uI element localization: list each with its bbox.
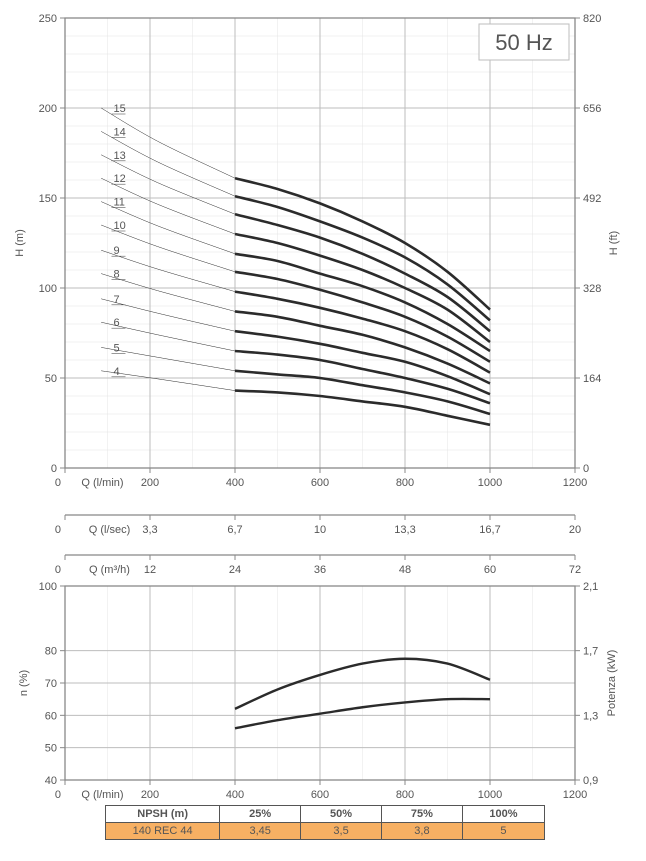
svg-text:60: 60 [484,564,496,576]
npsh-model-row: 140 REC 44 3,45 3,5 3,8 5 [106,823,545,840]
svg-text:Q (l/min): Q (l/min) [81,477,123,489]
svg-text:10: 10 [114,220,126,232]
svg-text:800: 800 [396,789,414,801]
svg-text:1200: 1200 [563,789,587,801]
npsh-header-cell: NPSH (m) [106,806,220,823]
svg-text:0: 0 [55,789,61,801]
page: 0501001502002500164328492656820020040060… [0,0,646,861]
svg-text:70: 70 [45,678,57,690]
svg-text:492: 492 [583,193,601,205]
svg-text:7: 7 [114,294,120,306]
svg-text:1200: 1200 [563,477,587,489]
svg-text:400: 400 [226,477,244,489]
svg-text:164: 164 [583,373,601,385]
npsh-value-cell: 5 [462,823,544,840]
svg-text:H (ft): H (ft) [608,231,620,255]
svg-text:Q (l/min): Q (l/min) [81,789,123,801]
svg-text:15: 15 [114,103,126,115]
svg-text:24: 24 [229,564,241,576]
svg-text:328: 328 [583,283,601,295]
svg-text:0: 0 [55,524,61,536]
svg-text:400: 400 [226,789,244,801]
svg-text:14: 14 [114,126,126,138]
svg-text:4: 4 [114,366,120,378]
svg-text:5: 5 [114,342,120,354]
svg-text:80: 80 [45,646,57,658]
svg-text:50 Hz: 50 Hz [495,30,552,55]
svg-text:150: 150 [39,193,57,205]
svg-text:60: 60 [45,710,57,722]
svg-text:0: 0 [583,463,589,475]
svg-text:50: 50 [45,373,57,385]
svg-text:48: 48 [399,564,411,576]
svg-text:656: 656 [583,103,601,115]
eff-chart: 40 50 60 70 80 100 0,9 1,3 1,7 2,1 0 200 400 600 800 10… [0,582,646,802]
npsh-model-cell: 140 REC 44 [106,823,220,840]
svg-text:20: 20 [569,524,581,536]
svg-text:H (m): H (m) [14,229,26,257]
svg-text:250: 250 [39,13,57,25]
svg-text:1,7: 1,7 [583,646,598,658]
svg-text:2,1: 2,1 [583,582,598,593]
svg-text:12: 12 [144,564,156,576]
svg-text:72: 72 [569,564,581,576]
svg-text:1000: 1000 [478,789,502,801]
svg-text:3,3: 3,3 [142,524,157,536]
svg-text:n (%): n (%) [18,670,30,696]
svg-text:200: 200 [39,103,57,115]
svg-text:820: 820 [583,13,601,25]
svg-text:50: 50 [45,743,57,755]
svg-text:1,3: 1,3 [583,710,598,722]
svg-text:100: 100 [39,283,57,295]
npsh-value-cell: 3,45 [220,823,301,840]
npsh-value-cell: 3,8 [381,823,462,840]
npsh-header-cell: 25% [220,806,301,823]
svg-text:Potenza (kW): Potenza (kW) [606,650,618,717]
npsh-header-row: NPSH (m) 25% 50% 75% 100% [106,806,545,823]
svg-text:800: 800 [396,477,414,489]
npsh-table: NPSH (m) 25% 50% 75% 100% 140 REC 44 3,4… [105,805,545,840]
svg-text:200: 200 [141,477,159,489]
svg-text:16,7: 16,7 [479,524,500,536]
svg-text:0: 0 [55,564,61,576]
npsh-header-cell: 50% [301,806,382,823]
svg-text:13: 13 [114,150,126,162]
svg-text:100: 100 [39,582,57,593]
main-chart: 0501001502002500164328492656820020040060… [0,0,646,580]
svg-text:Q (m³/h): Q (m³/h) [89,564,130,576]
svg-text:200: 200 [141,789,159,801]
svg-text:10: 10 [314,524,326,536]
svg-text:600: 600 [311,789,329,801]
svg-text:6,7: 6,7 [227,524,242,536]
svg-text:12: 12 [114,173,126,185]
svg-text:40: 40 [45,775,57,787]
svg-text:6: 6 [114,317,120,329]
svg-text:600: 600 [311,477,329,489]
svg-text:0: 0 [51,463,57,475]
svg-text:1000: 1000 [478,477,502,489]
svg-text:Q (l/sec): Q (l/sec) [89,524,131,536]
svg-text:0,9: 0,9 [583,775,598,787]
svg-text:0: 0 [55,477,61,489]
svg-text:36: 36 [314,564,326,576]
svg-text:13,3: 13,3 [394,524,415,536]
npsh-header-cell: 100% [462,806,544,823]
npsh-value-cell: 3,5 [301,823,382,840]
svg-text:11: 11 [114,197,125,209]
npsh-header-cell: 75% [381,806,462,823]
